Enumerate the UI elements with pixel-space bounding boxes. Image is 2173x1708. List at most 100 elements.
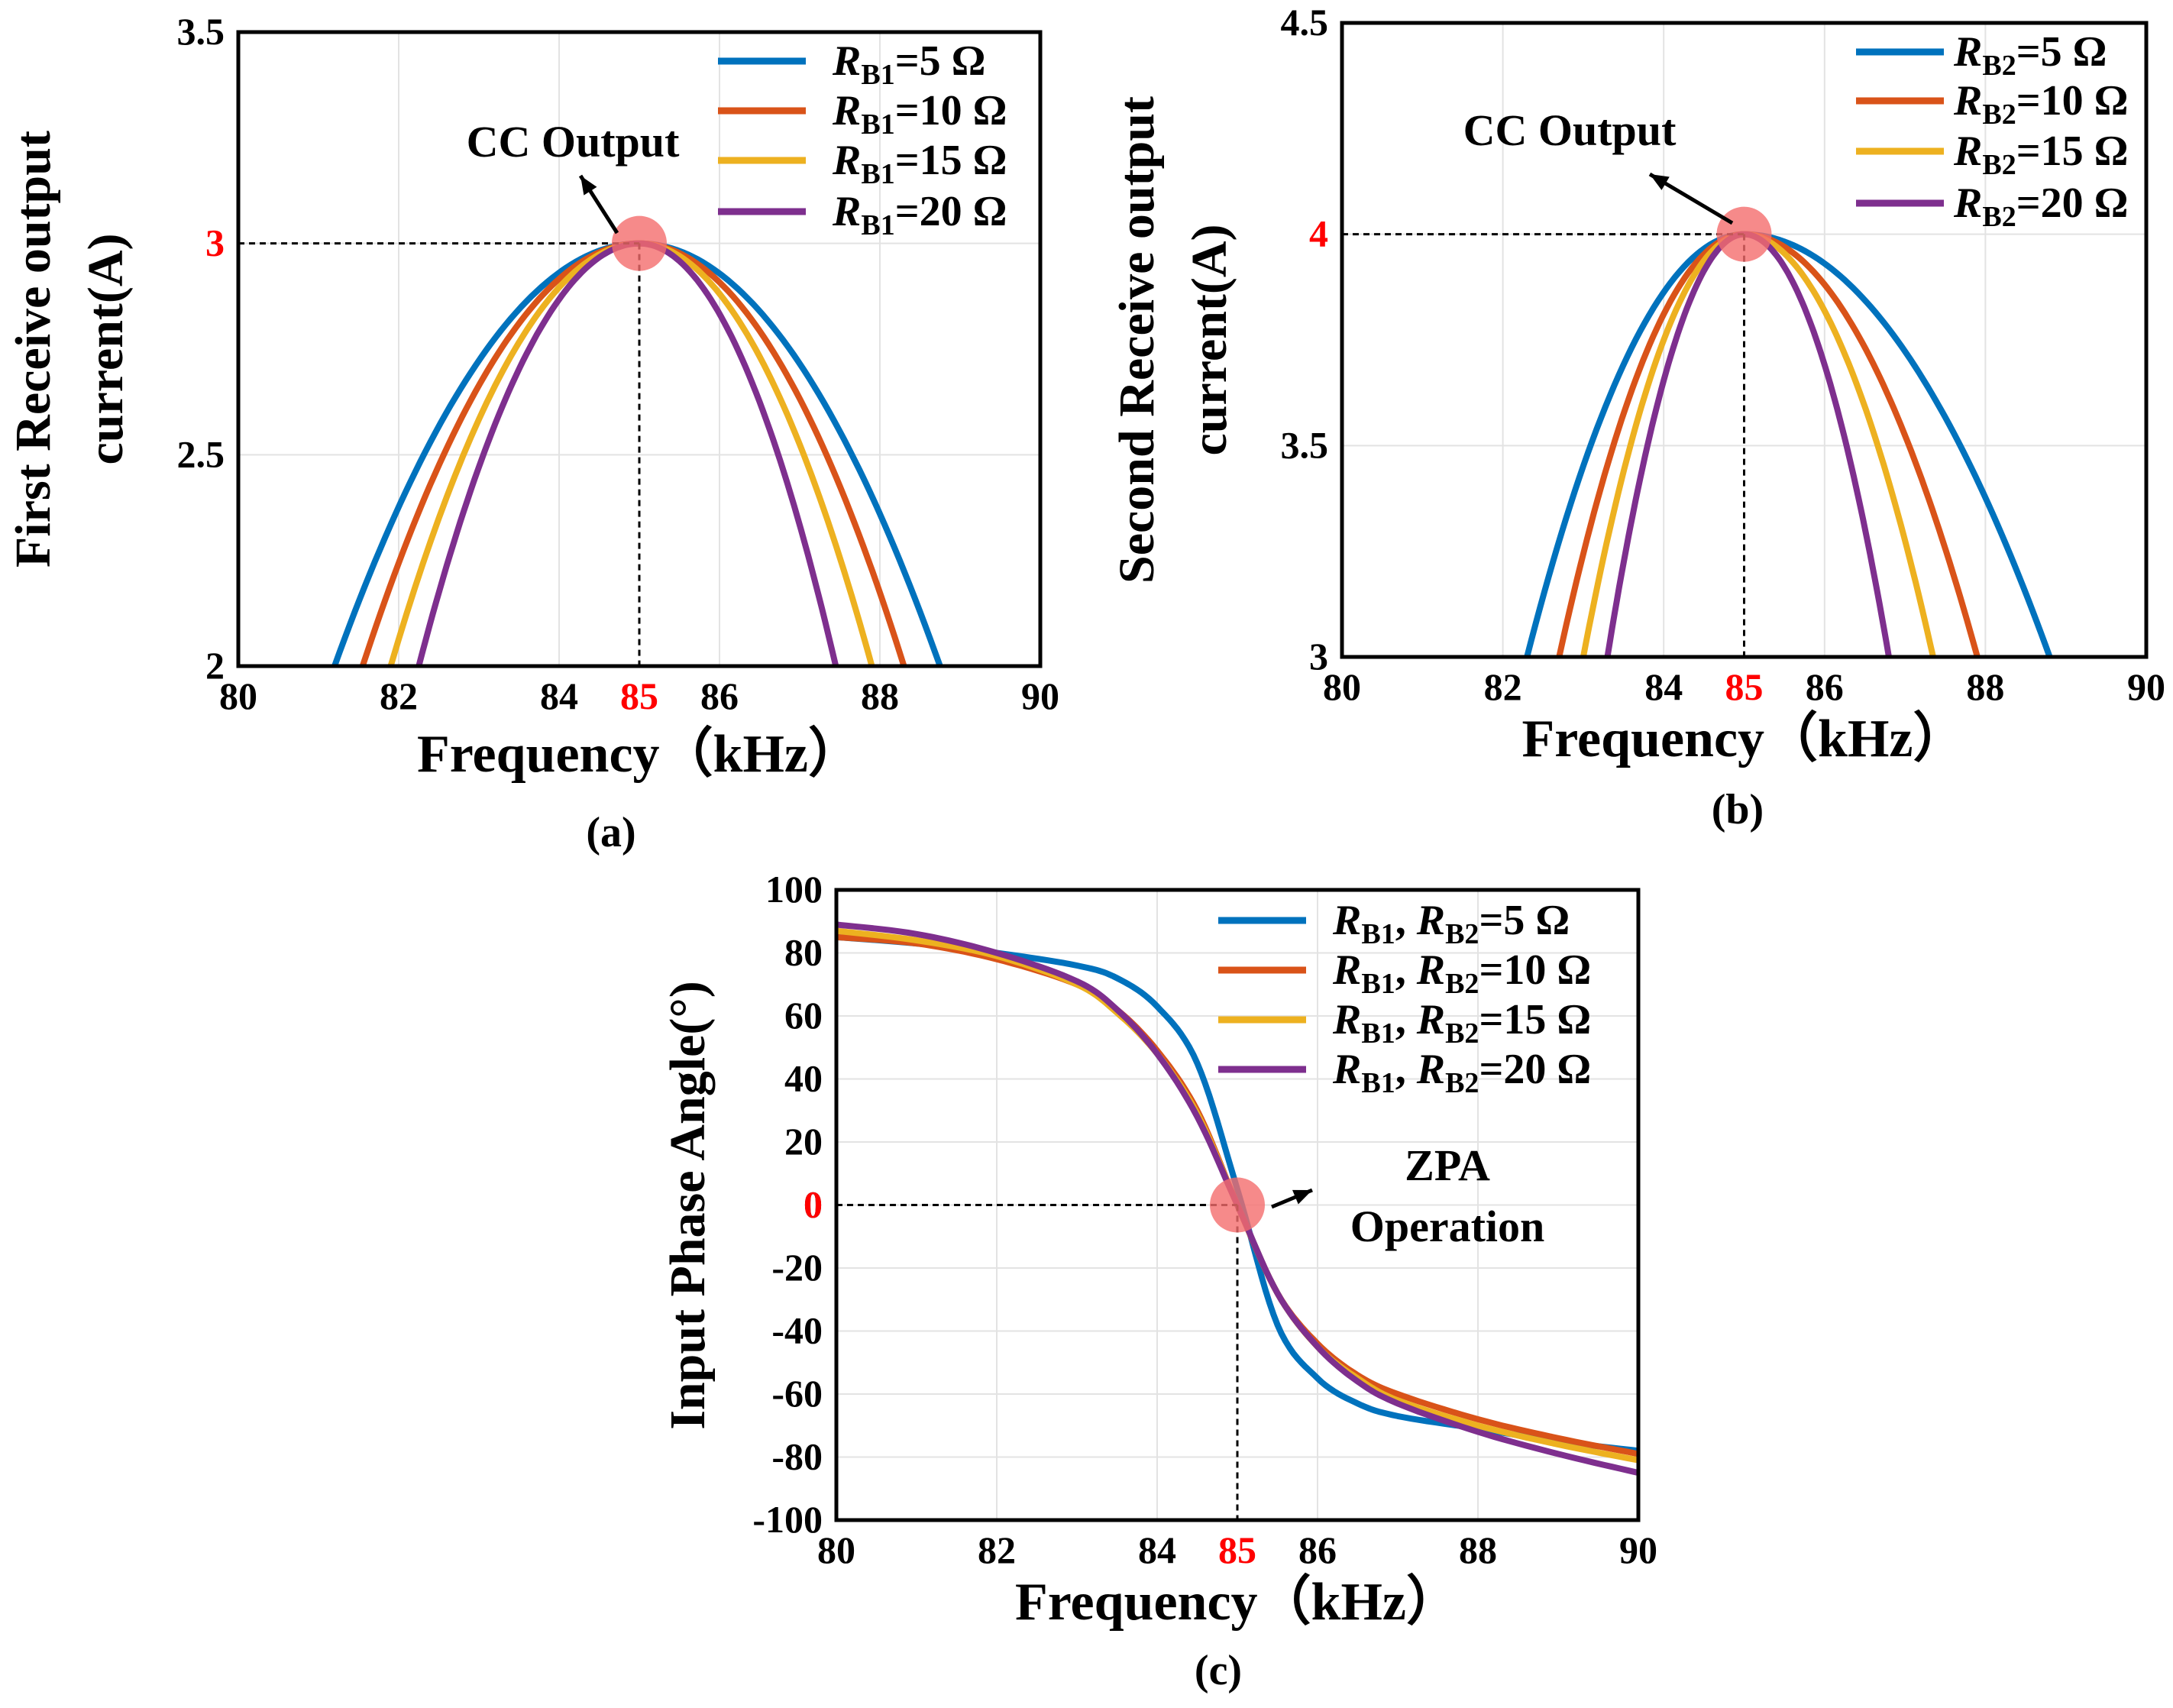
legend-subscript: B1 bbox=[861, 209, 894, 241]
y-tick-label-1: 80 bbox=[784, 931, 823, 974]
y-tick-label-6: -20 bbox=[771, 1246, 823, 1289]
y-tick-label-1: 3.5 bbox=[1281, 423, 1329, 466]
legend-separator: , bbox=[1395, 996, 1417, 1043]
legend-symbol: R bbox=[1332, 946, 1361, 994]
legend-value: =20 Ω bbox=[895, 188, 1007, 235]
legend-subscript: B1 bbox=[861, 108, 894, 141]
y-axis-label-line-2: current(A) bbox=[1182, 225, 1237, 456]
y-tick-label-8: -60 bbox=[771, 1372, 823, 1415]
x-tick-label-86: 86 bbox=[1298, 1528, 1337, 1571]
legend-symbol: R bbox=[1332, 897, 1361, 944]
chart-panel-2: 80 82 84 86 88 90 100 80 60 40 20 0 -20 -40 -60 -80 -100… bbox=[660, 868, 1657, 1694]
legend-entry-3: RB2=15 Ω bbox=[1953, 128, 2128, 181]
annotation-arrow-head bbox=[1650, 174, 1670, 190]
y-tick-label-0: 3.5 bbox=[177, 10, 225, 53]
highlight-y-label: 4 bbox=[1309, 212, 1328, 255]
legend-symbol: R bbox=[1332, 996, 1361, 1043]
x-axis-label: Frequency（kHz） bbox=[1521, 709, 1966, 768]
legend-separator: , bbox=[1395, 897, 1417, 944]
legend-value: =10 Ω bbox=[895, 87, 1007, 134]
y-tick-label-7: -40 bbox=[771, 1309, 823, 1352]
annotation-label-2: Operation bbox=[1350, 1202, 1545, 1251]
legend-entry-4: RB1=20 Ω bbox=[832, 188, 1007, 241]
y-axis-label-line-2: current(A) bbox=[78, 234, 134, 465]
x-tick-label-88: 88 bbox=[1459, 1528, 1497, 1571]
legend-subscript: B1 bbox=[1361, 1067, 1395, 1099]
legend-subscript: B1 bbox=[861, 59, 894, 91]
legend-entry-2: RB1=10 Ω bbox=[832, 87, 1007, 141]
legend-symbol: R bbox=[1953, 77, 1982, 125]
annotation-label: CC Output bbox=[467, 117, 680, 167]
x-tick-label-82: 82 bbox=[1484, 665, 1522, 708]
y-tick-label-5: 0 bbox=[804, 1183, 823, 1226]
legend-subscript: B2 bbox=[1982, 201, 2016, 233]
highlight-x-label: 85 bbox=[1218, 1528, 1256, 1571]
legend-value: =5 Ω bbox=[2016, 28, 2107, 76]
annotation-arrow-head bbox=[1292, 1189, 1312, 1205]
legend-symbol-2: R bbox=[1416, 897, 1445, 944]
legend-value: =20 Ω bbox=[2016, 180, 2129, 227]
legend-entry-2: RB1, RB2=10 Ω bbox=[1332, 946, 1591, 1000]
y-tick-label-2: 2 bbox=[205, 644, 225, 687]
legend-subscript-2: B2 bbox=[1445, 1067, 1479, 1099]
series-line-1 bbox=[1524, 231, 2053, 658]
x-tick-label-80: 80 bbox=[219, 674, 257, 717]
x-tick-label-86: 86 bbox=[1806, 665, 1844, 708]
highlight-marker bbox=[1210, 1177, 1265, 1233]
panel-caption: (a) bbox=[586, 809, 635, 856]
legend-symbol-2: R bbox=[1416, 996, 1445, 1043]
y-tick-label-2: 3 bbox=[1309, 635, 1328, 678]
y-axis-label-line-1: First Receive output bbox=[5, 131, 61, 568]
legend-subscript: B1 bbox=[861, 158, 894, 190]
y-tick-label-9: -80 bbox=[771, 1435, 823, 1478]
y-tick-label-1: 2.5 bbox=[177, 432, 225, 475]
legend-separator: , bbox=[1395, 1046, 1417, 1093]
legend-value: =10 Ω bbox=[1479, 946, 1591, 994]
panel-caption: (c) bbox=[1195, 1647, 1242, 1694]
y-tick-label-3: 40 bbox=[784, 1057, 823, 1100]
highlight-marker bbox=[612, 215, 667, 271]
legend-value: =15 Ω bbox=[2016, 128, 2129, 175]
legend-subscript-2: B2 bbox=[1445, 918, 1479, 950]
x-tick-label-80: 80 bbox=[1323, 665, 1361, 708]
legend-subscript: B1 bbox=[1361, 918, 1395, 950]
x-tick-label-80: 80 bbox=[817, 1528, 855, 1571]
legend-symbol: R bbox=[1953, 180, 1982, 227]
legend-value: =20 Ω bbox=[1479, 1046, 1591, 1093]
highlight-y-label: 3 bbox=[205, 222, 225, 264]
legend-entry-1: RB1, RB2=5 Ω bbox=[1332, 897, 1570, 950]
x-tick-label-82: 82 bbox=[978, 1528, 1016, 1571]
x-tick-label-84: 84 bbox=[1644, 665, 1683, 708]
legend-entry-3: RB1, RB2=15 Ω bbox=[1332, 996, 1591, 1050]
legend-value: =5 Ω bbox=[895, 37, 986, 85]
legend-separator: , bbox=[1395, 946, 1417, 994]
annotation-arrow-head bbox=[580, 176, 597, 196]
legend-subscript: B2 bbox=[1982, 99, 2016, 131]
y-axis-label-line-1: Second Receive output bbox=[1109, 96, 1165, 584]
x-tick-label-90: 90 bbox=[2127, 665, 2165, 708]
legend-subscript: B1 bbox=[1361, 968, 1395, 1000]
legend-subscript-2: B2 bbox=[1445, 1017, 1479, 1050]
legend-entry-4: RB1, RB2=20 Ω bbox=[1332, 1046, 1591, 1099]
y-tick-label-4: 20 bbox=[784, 1120, 823, 1163]
legend-symbol: R bbox=[832, 37, 861, 85]
annotation-label-1: ZPA bbox=[1405, 1140, 1490, 1190]
y-tick-label-2: 60 bbox=[784, 994, 823, 1037]
y-tick-label-10: -100 bbox=[752, 1498, 823, 1541]
legend-entry-1: RB1=5 Ω bbox=[832, 37, 985, 91]
legend-value: =15 Ω bbox=[1479, 996, 1591, 1043]
legend-subscript: B2 bbox=[1982, 149, 2016, 181]
legend-symbol: R bbox=[832, 188, 861, 235]
x-tick-label-82: 82 bbox=[380, 674, 418, 717]
x-axis-label: Frequency（kHz） bbox=[1015, 1572, 1460, 1632]
x-tick-label-86: 86 bbox=[700, 674, 739, 717]
x-axis-label: Frequency（kHz） bbox=[417, 724, 862, 784]
legend-value: =15 Ω bbox=[895, 137, 1007, 184]
legend-subscript: B2 bbox=[1982, 50, 2016, 82]
x-tick-label-84: 84 bbox=[1138, 1528, 1176, 1571]
legend-value: =10 Ω bbox=[2016, 77, 2129, 125]
